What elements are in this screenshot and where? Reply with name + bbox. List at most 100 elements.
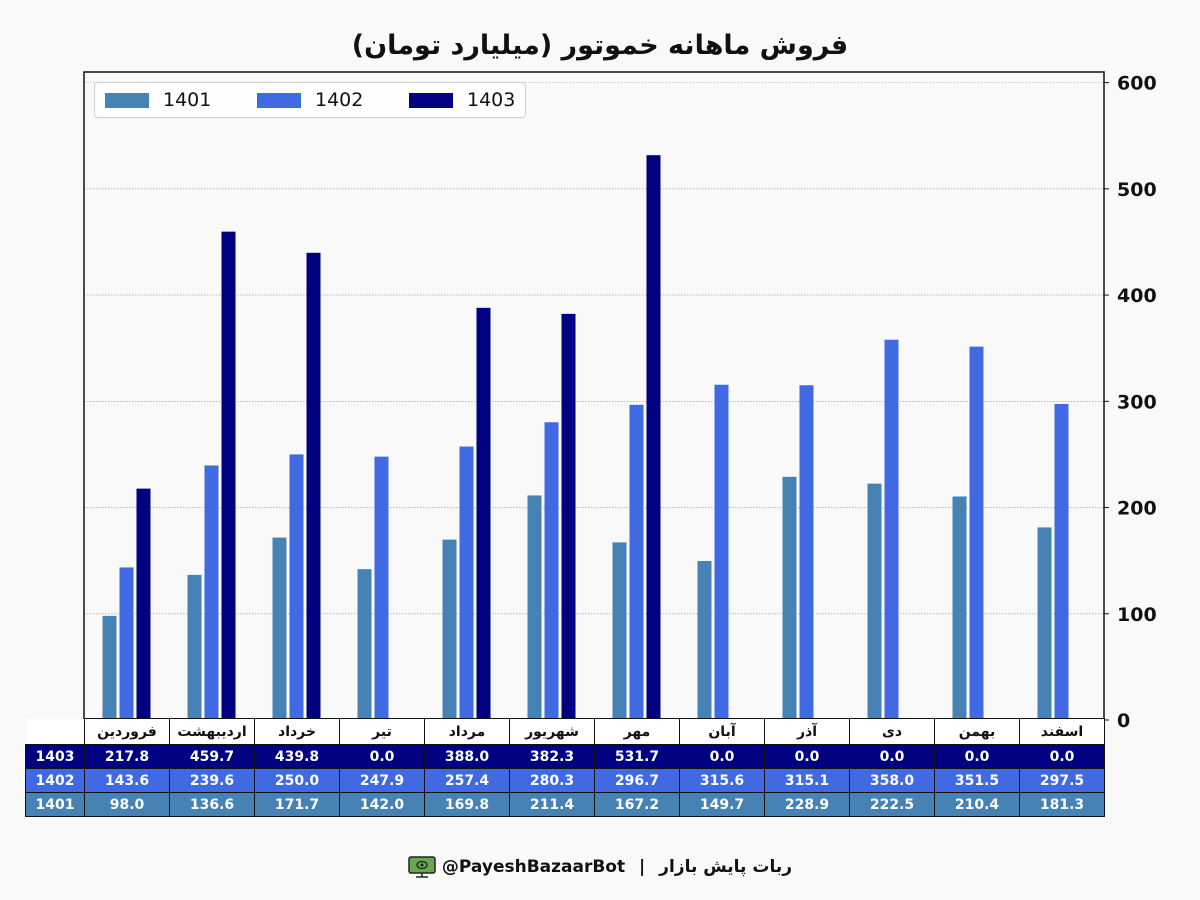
table-cell: 297.5: [1019, 768, 1105, 793]
bar-1402-11: [1054, 403, 1069, 720]
y-tick-label: 0: [1117, 710, 1130, 732]
data-table: فروردین اردیبهشت خرداد تیر مرداد شهریور مهر آبا…: [25, 718, 1105, 817]
table-cell: 0.0: [849, 744, 935, 769]
table-cell: 351.5: [934, 768, 1020, 793]
table-cell: 228.9: [764, 792, 850, 817]
plot-frame: [83, 71, 1105, 721]
bar-1401-1: [187, 574, 202, 720]
table-cell: 167.2: [594, 792, 680, 817]
bar-1402-2: [289, 454, 304, 720]
table-cell: 439.8: [254, 744, 340, 769]
bar-1402-10: [969, 346, 984, 720]
table-cell: 171.7: [254, 792, 340, 817]
table-header-cell: بهمن: [934, 718, 1020, 745]
table-cell: 0.0: [679, 744, 765, 769]
bar-1401-4: [442, 539, 457, 720]
bar-1402-4: [459, 446, 474, 720]
table-cell: 217.8: [84, 744, 170, 769]
y-tick-label: 200: [1117, 498, 1157, 520]
table-cell: 0.0: [764, 744, 850, 769]
legend-swatch-1402: [257, 93, 301, 108]
footer-bot-name: ربات پایش بازار: [659, 857, 792, 877]
table-cell: 0.0: [339, 744, 425, 769]
table-header-cell: تیر: [339, 718, 425, 745]
grid-lines: [84, 82, 1104, 615]
table-header-cell: دی: [849, 718, 935, 745]
table-header-cell: مهر: [594, 718, 680, 745]
table-cell: 181.3: [1019, 792, 1105, 817]
bar-1402-5: [544, 422, 559, 720]
bar-1401-11: [1037, 527, 1052, 720]
bars: [102, 155, 1069, 721]
table-header-cell: فروردین: [84, 718, 170, 745]
table-cell: 382.3: [509, 744, 595, 769]
bar-1402-3: [374, 456, 389, 720]
table-cell: 531.7: [594, 744, 680, 769]
y-tick-label: 100: [1117, 604, 1157, 626]
bar-1401-5: [527, 495, 542, 720]
y-tick-label: 500: [1117, 179, 1157, 201]
table-cell: 0.0: [1019, 744, 1105, 769]
table-header-cell: اردیبهشت: [169, 718, 255, 745]
bar-1402-6: [629, 404, 644, 720]
table-cell: 315.6: [679, 768, 765, 793]
bar-1401-6: [612, 542, 627, 720]
table-cell: 296.7: [594, 768, 680, 793]
table-cell: 257.4: [424, 768, 510, 793]
table-header-cell: خرداد: [254, 718, 340, 745]
bar-1403-5: [561, 313, 576, 720]
legend-swatch-1403: [409, 93, 453, 108]
table-header-row: فروردین اردیبهشت خرداد تیر مرداد شهریور مهر آبا…: [25, 718, 1105, 745]
y-tick-label: 400: [1117, 285, 1157, 307]
y-axis: 0 100 200 300 400 500 600: [1104, 73, 1157, 732]
table-row-1402: 1402 143.6 239.6 250.0 247.9 257.4 280.3 296.7 3…: [25, 768, 1105, 793]
table-cell: 169.8: [424, 792, 510, 817]
table-cell: 211.4: [509, 792, 595, 817]
bar-1402-0: [119, 567, 134, 720]
table-cell: 250.0: [254, 768, 340, 793]
bar-1402-1: [204, 465, 219, 720]
bar-1401-3: [357, 569, 372, 720]
table-row-label: 1403: [25, 744, 85, 769]
monitor-icon: [408, 856, 436, 878]
table-cell: 142.0: [339, 792, 425, 817]
table-row-1403: 1403 217.8 459.7 439.8 0.0 388.0 382.3 531.7 0.0…: [25, 744, 1105, 769]
legend-label-1402: 1402: [315, 89, 364, 111]
table-cell: 98.0: [84, 792, 170, 817]
bar-1401-10: [952, 496, 967, 720]
table-cell: 358.0: [849, 768, 935, 793]
legend-label-1401: 1401: [163, 89, 212, 111]
legend: 1401 1402 1403: [94, 82, 526, 118]
table-row-label: 1402: [25, 768, 85, 793]
y-tick-label: 600: [1117, 73, 1157, 95]
table-cell: 0.0: [934, 744, 1020, 769]
bar-1402-8: [799, 385, 814, 720]
y-tick-label: 300: [1117, 391, 1157, 413]
bar-1401-7: [697, 560, 712, 720]
bar-1403-6: [646, 155, 661, 720]
table-cell: 210.4: [934, 792, 1020, 817]
table-cell: 388.0: [424, 744, 510, 769]
table-cell: 459.7: [169, 744, 255, 769]
table-row-1401: 1401 98.0 136.6 171.7 142.0 169.8 211.4 167.2 14…: [25, 792, 1105, 817]
table-header-cell: شهریور: [509, 718, 595, 745]
bar-1403-1: [221, 231, 236, 720]
bar-1403-4: [476, 307, 491, 720]
footer-handle[interactable]: @PayeshBazaarBot: [441, 857, 626, 877]
table-header-cell: آذر: [764, 718, 850, 745]
table-cell: 315.1: [764, 768, 850, 793]
bar-1402-9: [884, 339, 899, 720]
table-cell: 222.5: [849, 792, 935, 817]
table-corner: [25, 718, 85, 745]
table-cell: 136.6: [169, 792, 255, 817]
table-cell: 280.3: [509, 768, 595, 793]
bar-1403-2: [306, 252, 321, 721]
table-cell: 247.9: [339, 768, 425, 793]
bar-1402-7: [714, 384, 729, 720]
chart-title: فروش ماهانه خموتور (میلیارد تومان): [351, 30, 849, 61]
bar-1401-8: [782, 476, 797, 720]
legend-swatch-1401: [105, 93, 149, 108]
table-header-cell: آبان: [679, 718, 765, 745]
bar-1401-2: [272, 537, 287, 720]
